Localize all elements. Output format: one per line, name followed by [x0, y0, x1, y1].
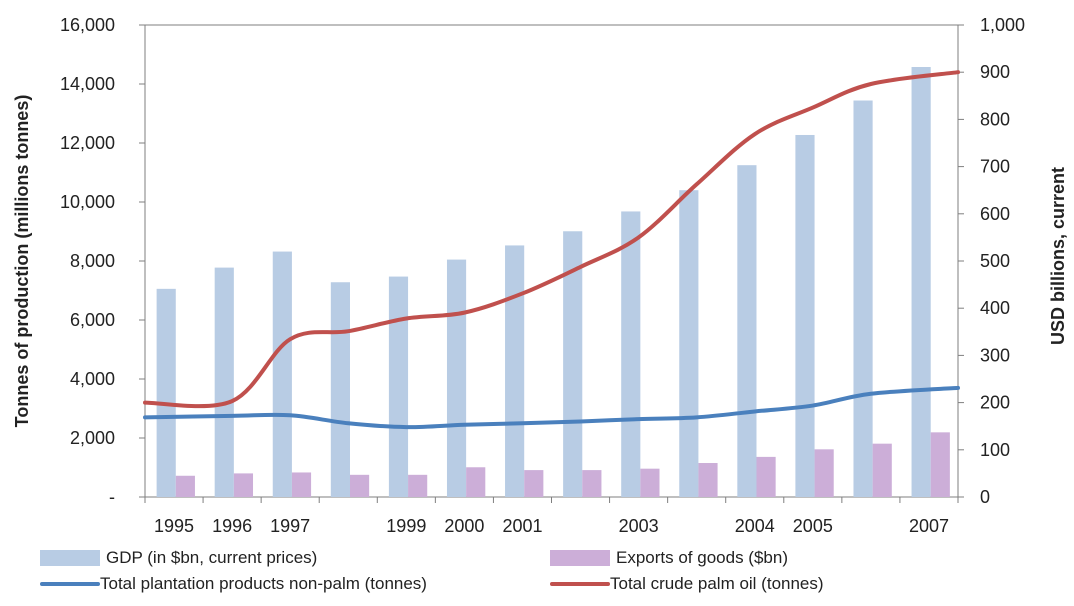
legend-item-exports: Exports of goods ($bn)	[550, 548, 788, 568]
bar-exports	[930, 432, 950, 497]
bar-gdp	[272, 251, 292, 497]
legend-label-palm: Total crude palm oil (tonnes)	[610, 574, 824, 593]
legend-label-exports: Exports of goods ($bn)	[616, 548, 788, 567]
bar-gdp	[795, 134, 815, 497]
y-left-tick-label: 8,000	[70, 251, 115, 271]
bar-exports	[872, 443, 892, 497]
bar-exports	[175, 475, 195, 497]
bar-exports	[756, 456, 776, 497]
bar-exports	[814, 449, 834, 497]
y-right-tick-label: 900	[980, 62, 1010, 82]
bar-gdp	[156, 288, 176, 497]
y-axis-title-right: USD billions, current	[1048, 167, 1068, 345]
x-tick-label: 2003	[619, 516, 659, 536]
line-plantation-non-palm	[143, 385, 960, 430]
x-tick-label: 1995	[154, 516, 194, 536]
y-right-tick-label: 600	[980, 204, 1010, 224]
y-axis-title-left: Tonnes of production (millions tonnes)	[12, 95, 32, 428]
y-left-tick-label: 4,000	[70, 369, 115, 389]
legend-swatch-exports	[550, 550, 610, 566]
x-tick-label: 1999	[386, 516, 426, 536]
x-tick-label: 2004	[735, 516, 775, 536]
y-right-tick-label: 700	[980, 157, 1010, 177]
chart-svg: - 2,000 4,000 6,000 8,000 10,000 12,000 14,000 1…	[12, 15, 1068, 536]
x-tick-label: 2005	[793, 516, 833, 536]
y-right-tick-label: 300	[980, 345, 1010, 365]
bar-exports	[524, 470, 544, 497]
legend: GDP (in $bn, current prices) Exports of …	[40, 548, 1040, 606]
legend-label-gdp: GDP (in $bn, current prices)	[106, 548, 318, 567]
y-left-tick-label: 6,000	[70, 310, 115, 330]
y-right-tick-label: 100	[980, 440, 1010, 460]
legend-swatch-nonpalm	[40, 582, 100, 586]
bar-exports	[698, 463, 718, 497]
bar-exports	[582, 470, 602, 497]
y-right-tick-label: 800	[980, 109, 1010, 129]
bar-exports	[466, 467, 486, 497]
y-left-tick-label: 10,000	[60, 192, 115, 212]
bar-gdp	[911, 67, 931, 498]
bar-gdp	[853, 100, 873, 498]
y-right-tick-label: 0	[980, 487, 990, 507]
y-right-tick-label: 400	[980, 298, 1010, 318]
bar-exports	[640, 468, 660, 497]
bar-gdp	[505, 245, 525, 497]
bar-gdp	[621, 211, 641, 497]
x-tick-label: 1997	[270, 516, 310, 536]
legend-item-nonpalm: Total plantation products non-palm (tonn…	[40, 574, 427, 594]
legend-swatch-gdp	[40, 550, 100, 566]
y-left-tick-label: 14,000	[60, 74, 115, 94]
y-left-tick-label: -	[109, 487, 115, 507]
bar-gdp	[330, 282, 350, 497]
bar-exports	[291, 472, 312, 497]
x-tick-label: 1996	[212, 516, 252, 536]
legend-item-palm: Total crude palm oil (tonnes)	[550, 574, 824, 594]
line-crude-palm-oil	[143, 70, 960, 409]
y-left-tick-label: 16,000	[60, 15, 115, 35]
bar-gdp	[737, 165, 757, 497]
bar-gdp	[679, 190, 699, 497]
legend-label-nonpalm: Total plantation products non-palm (tonn…	[100, 574, 427, 593]
x-tick-label: 2007	[909, 516, 949, 536]
y-right-tick-label: 200	[980, 393, 1010, 413]
y-right-tick-label: 1,000	[980, 15, 1025, 35]
y-right-tick-label: 500	[980, 251, 1010, 271]
x-tick-label: 2000	[444, 516, 484, 536]
bar-gdp	[446, 259, 467, 497]
bar-exports	[349, 474, 370, 497]
legend-item-gdp: GDP (in $bn, current prices)	[40, 548, 317, 568]
bar-gdp	[214, 267, 234, 497]
bar-gdp	[388, 276, 409, 497]
legend-swatch-palm	[550, 582, 610, 586]
y-left-tick-label: 12,000	[60, 133, 115, 153]
bar-exports	[408, 474, 428, 497]
y-left-tick-label: 2,000	[70, 428, 115, 448]
bar-exports	[233, 473, 254, 497]
bar-gdp	[563, 231, 583, 497]
x-tick-label: 2001	[502, 516, 542, 536]
